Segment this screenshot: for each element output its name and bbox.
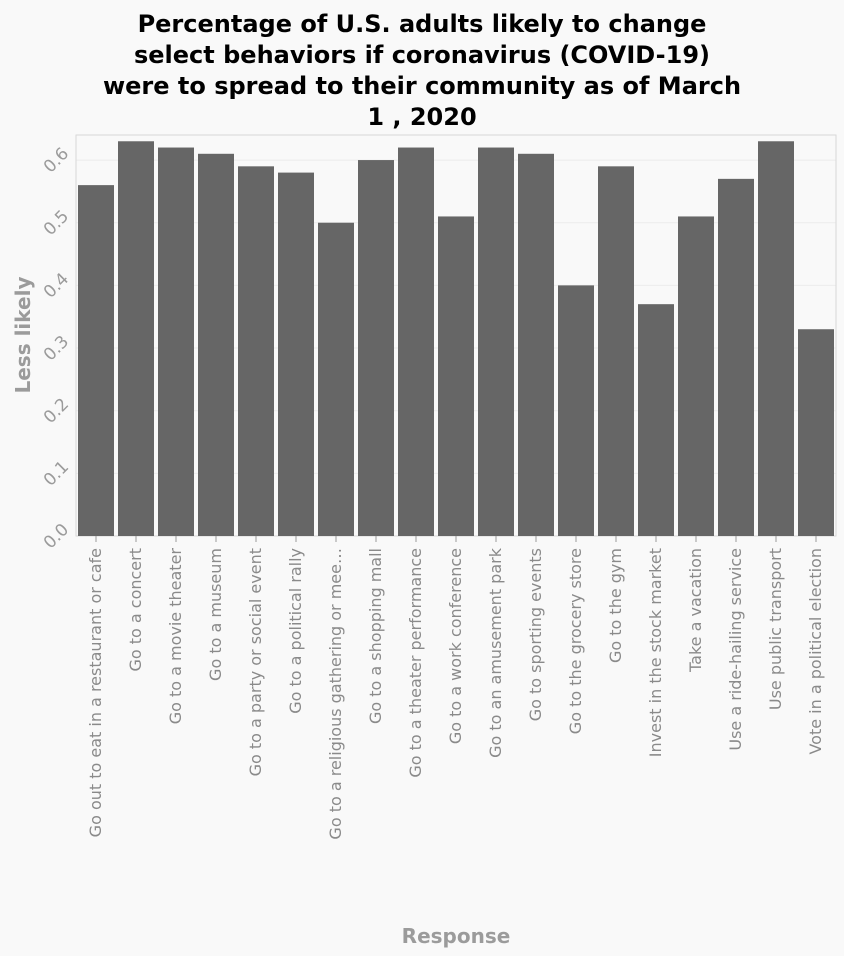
x-tick-label: Go to a museum — [206, 548, 225, 681]
y-axis-ticks: 0.0 0.1 0.2 0.3 0.4 0.5 0.6 — [40, 144, 73, 553]
x-tick-label: Take a vacation — [686, 548, 705, 673]
bar — [678, 216, 714, 536]
y-tick-label: 0.3 — [40, 332, 73, 365]
x-tick-label: Go to a concert — [126, 548, 145, 672]
bar — [638, 304, 674, 536]
bar — [158, 147, 194, 536]
x-tick-label: Go to a movie theater — [166, 548, 185, 725]
x-axis-ticks: Go out to eat in a restaurant or cafe Go … — [86, 536, 825, 840]
y-tick-label: 0.4 — [40, 269, 73, 302]
bar — [238, 166, 274, 536]
chart-title-line: select behaviors if coronavirus (COVID-1… — [134, 41, 710, 69]
x-tick-label: Go to a shopping mall — [366, 548, 385, 724]
x-tick-label: Go to an amusement park — [486, 547, 505, 758]
bar — [758, 141, 794, 536]
chart-title-line: Percentage of U.S. adults likely to chan… — [138, 10, 707, 38]
y-axis-label: Less likely — [11, 276, 35, 393]
chart-title-line: 1 , 2020 — [367, 103, 476, 131]
x-tick-label: Go to a work conference — [446, 548, 465, 744]
bar — [438, 216, 474, 536]
bar — [478, 147, 514, 536]
x-tick-label: Go to sporting events — [526, 548, 545, 721]
bar — [398, 147, 434, 536]
x-tick-label: Go to the gym — [606, 548, 625, 663]
x-tick-label: Go to a theater performance — [406, 548, 425, 778]
x-tick-label: Use a ride-hailing service — [726, 548, 745, 751]
x-tick-label: Go to the grocery store — [566, 548, 585, 734]
x-tick-label: Vote in a political election — [806, 548, 825, 755]
x-tick-label: Invest in the stock market — [646, 548, 665, 757]
bar — [518, 153, 554, 536]
bars — [78, 141, 834, 536]
bar — [118, 141, 154, 536]
x-tick-label: Go out to eat in a restaurant or cafe — [86, 548, 105, 837]
bar — [798, 329, 834, 536]
x-tick-label: Go to a religious gathering or mee… — [326, 548, 345, 840]
x-tick-label: Go to a political rally — [286, 548, 305, 714]
bar — [318, 222, 354, 536]
bar — [558, 285, 594, 536]
x-tick-label: Use public transport — [766, 548, 785, 710]
chart-title: Percentage of U.S. adults likely to chan… — [103, 10, 741, 131]
bar — [78, 185, 114, 536]
bar — [278, 172, 314, 536]
y-tick-label: 0.5 — [40, 207, 73, 240]
x-tick-label: Go to a party or social event — [246, 548, 265, 776]
bar — [198, 153, 234, 536]
y-tick-label: 0.1 — [40, 457, 73, 490]
y-tick-label: 0.2 — [40, 395, 73, 428]
x-axis-label: Response — [402, 924, 511, 948]
y-tick-label: 0.0 — [40, 520, 73, 553]
bar — [598, 166, 634, 536]
bar — [718, 178, 754, 536]
y-tick-label: 0.6 — [40, 144, 73, 177]
bar — [358, 160, 394, 536]
chart-title-line: were to spread to their community as of … — [103, 72, 741, 100]
